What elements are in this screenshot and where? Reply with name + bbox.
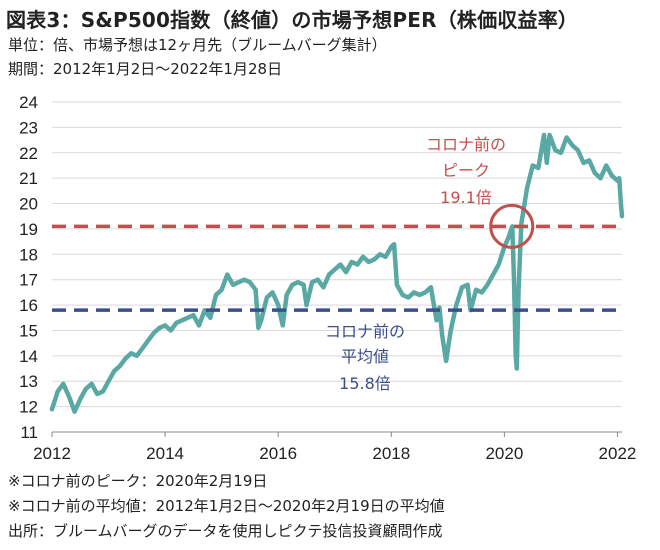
y-tick-label: 23 — [19, 118, 38, 137]
y-tick-label: 14 — [19, 347, 38, 366]
x-tick-label: 2022 — [599, 444, 637, 463]
y-tick-label: 13 — [19, 372, 38, 391]
chart-title: 図表3：S&P500指数（終値）の市場予想PER（株価収益率） — [6, 8, 579, 32]
y-tick-label: 15 — [19, 321, 38, 340]
period-line: 期間：2012年1月2日～2022年1月28日 — [8, 60, 283, 78]
peak-label-line2: ピーク — [442, 161, 490, 180]
unit-line: 単位：倍、市場予想は12ヶ月先（ブルームバーグ集計） — [8, 36, 387, 54]
peak-label-value: 19.1倍 — [440, 188, 492, 207]
y-tick-label: 20 — [19, 195, 38, 214]
y-tick-label: 16 — [19, 296, 38, 315]
average-label-line1: コロナ前の — [325, 322, 405, 341]
x-axis-ticks: 2012 2014 2016 2018 2020 2022 — [33, 432, 636, 463]
x-tick-label: 2014 — [146, 444, 184, 463]
y-tick-label: 19 — [19, 220, 38, 239]
reference-lines — [52, 224, 622, 312]
per-line — [49, 132, 625, 414]
average-label-line2: 平均値 — [341, 347, 389, 366]
per-series — [49, 132, 625, 414]
x-tick-label: 2020 — [485, 444, 523, 463]
y-tick-label: 24 — [19, 93, 38, 112]
average-label-value: 15.8倍 — [339, 374, 391, 393]
note-source: 出所：ブルームバーグのデータを使用しピクテ投信投資顧問作成 — [8, 522, 443, 540]
y-tick-label: 18 — [19, 245, 38, 264]
x-tick-label: 2016 — [259, 444, 297, 463]
peak-marker-circle — [489, 203, 535, 249]
x-tick-label: 2012 — [33, 444, 71, 463]
note-average: ※コロナ前の平均値：2012年1月2日～2020年2月19日の平均値 — [8, 497, 445, 515]
y-tick-label: 12 — [19, 398, 38, 417]
note-peak: ※コロナ前のピーク：2020年2月19日 — [8, 472, 268, 490]
y-axis-ticks: 11 12 13 14 15 16 17 18 19 20 21 22 23 24 — [19, 93, 38, 442]
y-tick-label: 21 — [19, 169, 38, 188]
peak-label-line1: コロナ前の — [426, 135, 506, 154]
y-tick-label: 11 — [20, 423, 38, 442]
x-tick-label: 2018 — [372, 444, 410, 463]
grid-lines — [52, 101, 622, 408]
y-tick-label: 17 — [19, 271, 38, 290]
y-tick-label: 22 — [19, 144, 38, 163]
